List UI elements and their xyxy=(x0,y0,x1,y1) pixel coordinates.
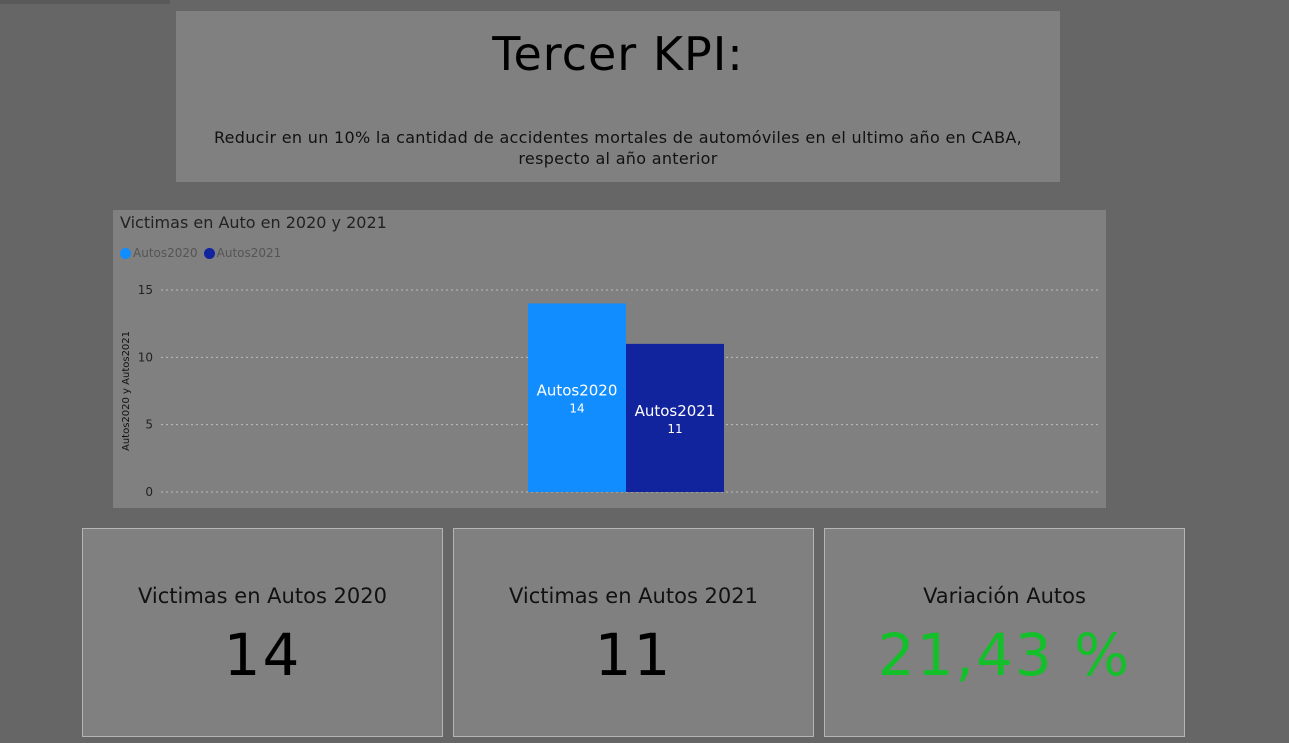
y-tick-label: 10 xyxy=(138,350,153,364)
card-value: 21,43 % xyxy=(877,621,1132,689)
bar-value-label: 11 xyxy=(667,422,682,436)
legend-item-autos2020[interactable]: Autos2020 xyxy=(120,246,198,260)
chart-title: Victimas en Auto en 2020 y 2021 xyxy=(120,213,387,232)
bar-chart: 0 5 10 15 Autos2020 y Autos2021 Autos2020 14 Au… xyxy=(121,283,1098,499)
y-tick-label: 5 xyxy=(145,418,153,432)
card-variacion-autos[interactable]: Variación Autos 21,43 % xyxy=(824,528,1185,737)
bar-chart-panel[interactable]: 0 5 10 15 Autos2020 y Autos2021 Autos2020 14 Au… xyxy=(113,210,1106,508)
bar-autos2021 xyxy=(626,343,724,492)
chart-legend: Autos2020 Autos2021 xyxy=(120,246,287,260)
kpi-title: Tercer KPI: xyxy=(492,27,744,81)
card-value: 11 xyxy=(594,621,673,689)
card-victimas-2020[interactable]: Victimas en Autos 2020 14 xyxy=(82,528,443,737)
card-victimas-2021[interactable]: Victimas en Autos 2021 11 xyxy=(453,528,814,737)
card-value: 14 xyxy=(223,621,302,689)
y-tick-label: 15 xyxy=(138,283,153,297)
bar-series-label: Autos2020 xyxy=(537,382,618,400)
kpi-header: Tercer KPI: Reducir en un 10% la cantida… xyxy=(176,11,1060,182)
kpi-description-line2: respecto al año anterior xyxy=(518,149,718,168)
y-axis-label: Autos2020 y Autos2021 xyxy=(121,331,132,451)
kpi-description: Reducir en un 10% la cantidad de acciden… xyxy=(176,127,1060,169)
bar-autos2020 xyxy=(528,303,626,492)
legend-dot-icon xyxy=(120,247,131,259)
kpi-description-line1: Reducir en un 10% la cantidad de acciden… xyxy=(213,128,1023,147)
y-tick-label: 0 xyxy=(145,485,153,499)
top-shadow xyxy=(0,0,170,4)
legend-label: Autos2020 xyxy=(133,246,198,260)
legend-item-autos2021[interactable]: Autos2021 xyxy=(203,246,282,260)
card-label: Variación Autos xyxy=(923,584,1086,608)
legend-label: Autos2021 xyxy=(216,246,282,260)
legend-dot-icon xyxy=(203,247,215,259)
bar-series-label: Autos2021 xyxy=(635,402,716,420)
bar-value-label: 14 xyxy=(569,402,584,416)
card-label: Victimas en Autos 2020 xyxy=(137,584,388,608)
card-label: Victimas en Autos 2021 xyxy=(508,584,759,608)
